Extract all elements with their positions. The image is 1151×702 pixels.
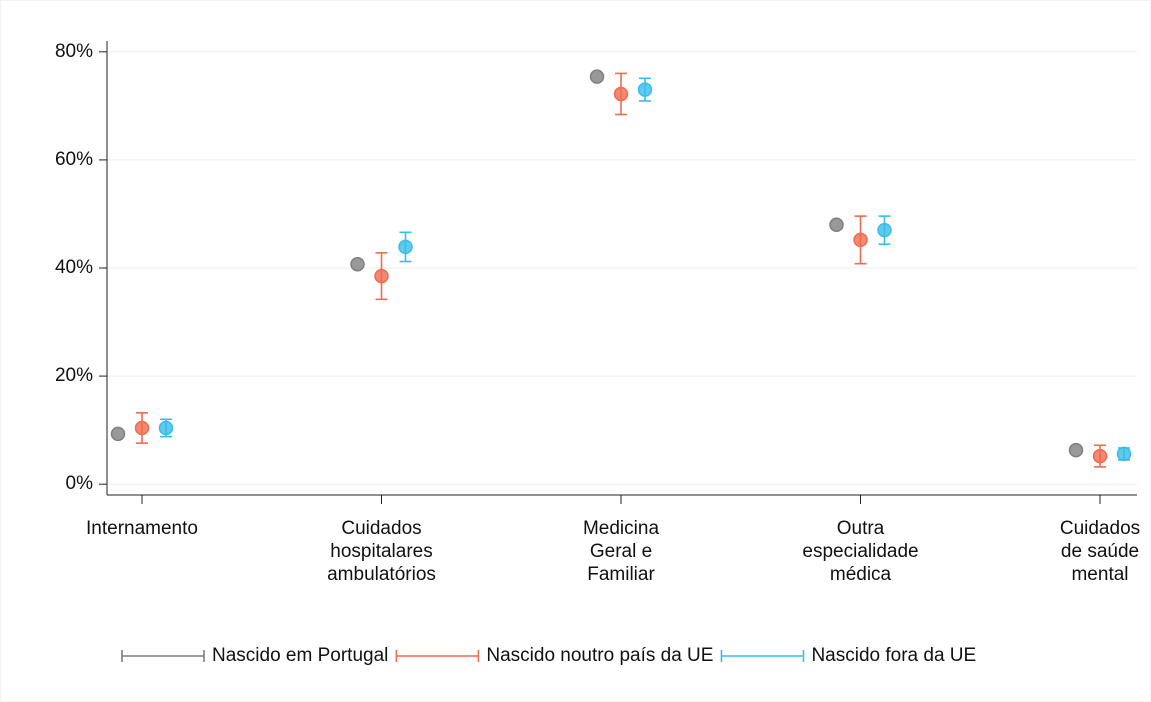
- y-tick-label: 20%: [55, 365, 93, 386]
- dot: [398, 239, 413, 255]
- dot: [1116, 446, 1132, 462]
- dot: [877, 222, 892, 238]
- dot: [350, 256, 365, 272]
- y-tick-label: 40%: [55, 257, 93, 278]
- legend-label: Nascido em Portugal: [212, 645, 388, 666]
- y-tick-label: 80%: [55, 41, 93, 62]
- dot: [637, 82, 653, 97]
- dot: [829, 217, 844, 233]
- dot: [613, 86, 629, 102]
- legend-icon: [121, 650, 205, 662]
- dot: [589, 69, 605, 84]
- dot: [1092, 448, 1108, 464]
- dot: [158, 420, 174, 436]
- dot: [1068, 442, 1084, 458]
- legend-label: Nascido fora da UE: [811, 645, 976, 666]
- x-tick-label: Cuidados de saúde mental: [1060, 518, 1140, 585]
- dot: [853, 232, 868, 248]
- x-tick-label: Medicina Geral e Familiar: [583, 518, 659, 585]
- legend-icon: [395, 650, 480, 662]
- x-tick-label: Internamento: [86, 518, 198, 539]
- x-tick-label: Cuidados hospitalares ambulatórios: [327, 518, 436, 585]
- dot: [374, 268, 389, 284]
- legend-label: Nascido noutro país da UE: [486, 645, 713, 666]
- dot: [134, 420, 150, 436]
- dot: [110, 426, 126, 442]
- y-tick-label: 60%: [55, 149, 93, 170]
- x-tick-label: Outra especialidade médica: [802, 518, 918, 585]
- legend-icon: [720, 650, 805, 662]
- y-tick-label: 0%: [66, 473, 94, 494]
